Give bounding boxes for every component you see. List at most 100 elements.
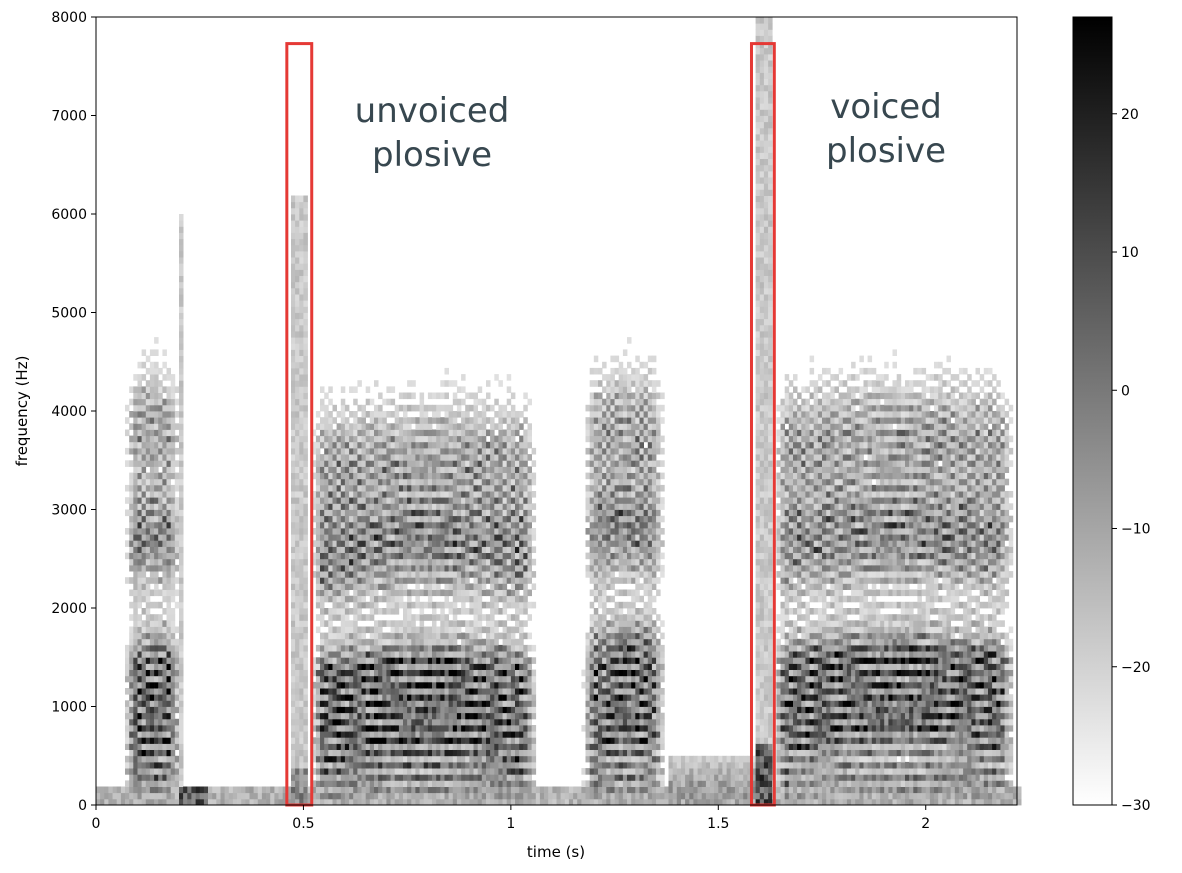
- spectrogram-cell: [531, 737, 537, 744]
- spectrogram-cell: [382, 638, 387, 646]
- spectrogram-cell: [141, 669, 147, 677]
- spectrogram-cell: [390, 792, 396, 800]
- spectrogram-cell: [531, 786, 537, 794]
- spectrogram-cell: [324, 725, 329, 732]
- spectrogram-cell: [486, 774, 491, 781]
- spectrogram-cell: [141, 589, 147, 597]
- spectrogram-cell: [456, 497, 462, 504]
- spectrogram-cell: [407, 731, 412, 738]
- spectrogram-cell: [378, 638, 383, 646]
- spectrogram-cell: [174, 755, 180, 763]
- spectrogram-cell: [133, 478, 138, 486]
- spectrogram-cell: [129, 509, 134, 517]
- spectrogram-cell: [585, 651, 590, 658]
- spectrogram-cell: [419, 798, 425, 806]
- spectrogram-cell: [456, 657, 462, 664]
- spectrogram-cell: [145, 675, 151, 683]
- spectrogram-cell: [448, 798, 454, 806]
- spectrogram-cell: [295, 281, 300, 289]
- spectrogram-cell: [390, 798, 396, 806]
- spectrogram-cell: [494, 700, 499, 707]
- spectrogram-cell: [382, 731, 387, 738]
- spectrogram-cell: [336, 472, 342, 480]
- spectrogram-cell: [519, 466, 524, 473]
- spectrogram-cell: [498, 528, 503, 535]
- spectrogram-cell: [320, 749, 325, 757]
- spectrogram-cell: [502, 608, 508, 615]
- spectrogram-cell: [427, 651, 433, 658]
- spectrogram-cell: [216, 798, 221, 806]
- spectrogram-cell: [506, 374, 512, 381]
- spectrogram-cell: [125, 786, 130, 794]
- spectrogram-cell: [411, 484, 416, 492]
- spectrogram-cell: [452, 761, 458, 769]
- spectrogram-cell: [162, 497, 167, 504]
- spectrogram-cell: [498, 749, 503, 757]
- spectrogram-cell: [419, 663, 425, 670]
- spectrogram-cell: [432, 417, 437, 424]
- spectrogram-cell: [336, 546, 342, 553]
- spectrogram-cell: [502, 595, 508, 603]
- spectrogram-cell: [353, 651, 358, 658]
- spectrogram-cell: [448, 478, 454, 486]
- spectrogram-cell: [324, 768, 329, 775]
- spectrogram-cell: [490, 546, 495, 553]
- spectrogram-cell: [141, 497, 147, 504]
- spectrogram-cell: [166, 484, 171, 492]
- spectrogram-cell: [531, 503, 537, 510]
- spectrogram-cell: [129, 792, 134, 800]
- spectrogram-cell: [589, 675, 595, 683]
- spectrogram-cell: [145, 712, 151, 720]
- spectrogram-cell: [494, 743, 499, 750]
- spectrogram-cell: [179, 404, 184, 412]
- spectrogram-cell: [411, 564, 416, 572]
- spectrogram-cell: [166, 558, 171, 566]
- spectrogram-cell: [452, 478, 458, 486]
- spectrogram-cell: [295, 349, 300, 356]
- spectrogram-cell: [436, 589, 441, 597]
- spectrogram-cell: [382, 737, 387, 744]
- spectrogram-cell: [444, 429, 449, 437]
- spectrogram-cell: [137, 669, 142, 677]
- spectrogram-cell: [398, 417, 404, 424]
- spectrogram-cell: [133, 497, 138, 504]
- spectrogram-cell: [593, 577, 599, 584]
- spectrogram-cell: [125, 792, 130, 800]
- spectrogram-cell: [361, 780, 366, 787]
- spectrogram-cell: [452, 731, 458, 738]
- spectrogram-cell: [170, 774, 176, 781]
- spectrogram-cell: [419, 466, 425, 473]
- spectrogram-cell: [340, 688, 346, 695]
- spectrogram-cell: [523, 491, 528, 498]
- spectrogram-cell: [390, 589, 396, 597]
- spectrogram-cell: [357, 491, 362, 498]
- spectrogram-cell: [523, 589, 528, 597]
- spectrogram-cell: [477, 626, 483, 634]
- spectrogram-cell: [340, 651, 346, 658]
- spectrogram-cell: [486, 380, 491, 387]
- spectrogram-cell: [295, 540, 300, 547]
- spectrogram-cell: [129, 688, 134, 695]
- spectrogram-cell: [133, 571, 138, 578]
- spectrogram-cell: [506, 558, 512, 566]
- spectrogram-cell: [502, 454, 508, 461]
- spectrogram-cell: [456, 386, 462, 393]
- spectrogram-cell: [311, 737, 317, 744]
- spectrogram-cell: [444, 571, 449, 578]
- spectrogram-cell: [315, 552, 321, 560]
- spectrogram-cell: [419, 712, 425, 720]
- spectrogram-cell: [137, 515, 142, 523]
- spectrogram-cell: [129, 712, 134, 720]
- spectrogram-cell: [158, 423, 163, 430]
- spectrogram-cell: [407, 595, 412, 603]
- spectrogram-cell: [564, 792, 570, 800]
- spectrogram-cell: [477, 712, 483, 720]
- spectrogram-cell: [133, 669, 138, 677]
- spectrogram-cell: [361, 712, 366, 720]
- spectrogram-cell: [477, 608, 483, 615]
- spectrogram-cell: [481, 792, 487, 800]
- spectrogram-cell: [378, 786, 383, 794]
- spectrogram-cell: [357, 466, 362, 473]
- spectrogram-cell: [299, 681, 304, 689]
- spectrogram-cell: [303, 214, 308, 221]
